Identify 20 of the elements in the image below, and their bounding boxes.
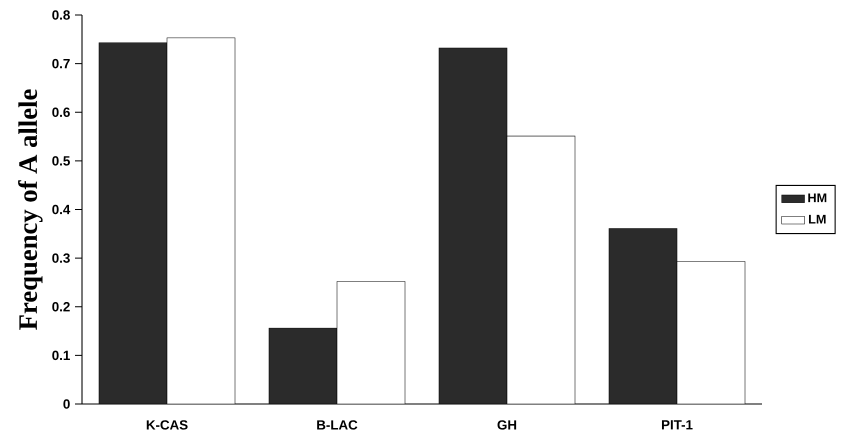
bar [268,328,338,404]
y-tick-label: 0.7 [52,58,70,68]
bar [608,228,678,404]
y-tick-label: 0.1 [52,350,70,360]
y-tick-label: 0.4 [52,204,70,214]
legend-label: LM [809,214,826,224]
bar [98,42,168,404]
y-tick-label: 0 [63,399,70,409]
y-tick-label: 0.8 [52,10,70,20]
x-tick-label: PIT-1 [662,420,693,430]
legend-label: HM [808,193,826,202]
y-tick-label: 0.2 [52,302,70,312]
y-tick-label: 0.6 [52,108,70,117]
x-tick-label: K-CAS [146,420,188,430]
x-tick-label: B-LAC [317,420,358,430]
x-tick-label: GH [498,420,516,430]
bar [438,48,508,404]
y-axis-title: Frequency of A allele [18,89,43,330]
y-tick-label: 0.3 [52,253,70,263]
y-tick-label: 0.5 [52,156,70,166]
